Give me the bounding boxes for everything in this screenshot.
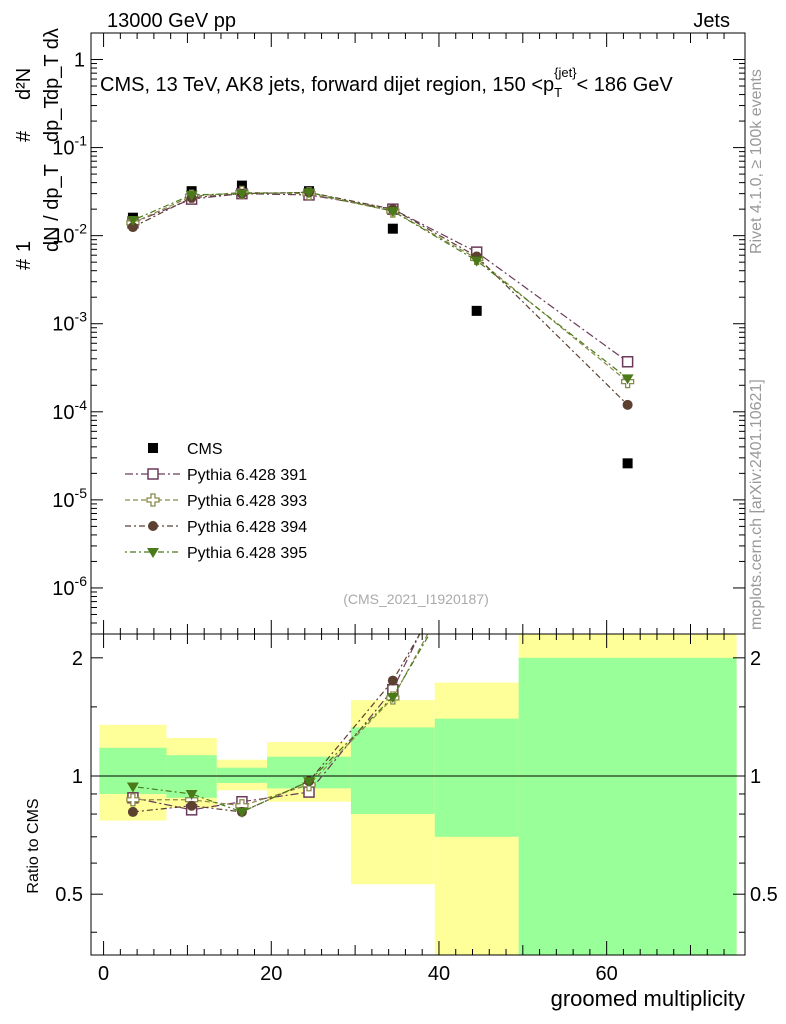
legend-entry: Pythia 6.428 391 bbox=[125, 467, 307, 484]
main-ytick-label: 10-5 bbox=[52, 485, 87, 512]
xlabel: groomed multiplicity bbox=[551, 986, 745, 1011]
ratio-band-green bbox=[350, 727, 435, 815]
main-series-line bbox=[132, 191, 628, 383]
main-point bbox=[127, 222, 138, 233]
main-ytick-label: 1 bbox=[74, 50, 85, 72]
header-left: 13000 GeV pp bbox=[107, 10, 236, 32]
ratio-series-layer bbox=[126, 634, 431, 818]
legend-marker bbox=[147, 468, 159, 480]
ratio-series-clipped bbox=[126, 634, 431, 818]
legend-marker bbox=[148, 521, 158, 531]
main-series-line bbox=[132, 193, 628, 363]
main-series-line bbox=[132, 191, 628, 379]
legend: CMS Pythia 6.428 391 Pythia 6.428 393 Pythi… bbox=[125, 441, 307, 562]
ylabel-frac-3-top: d²N bbox=[13, 68, 35, 100]
main-point bbox=[185, 190, 198, 201]
main-series-layer bbox=[126, 180, 635, 469]
ratio-point bbox=[126, 793, 140, 807]
ylabel-frac-2-top: # bbox=[13, 130, 35, 142]
ratio-ytick-label-right: 2 bbox=[750, 648, 761, 670]
main-point bbox=[622, 458, 633, 469]
ratio-point bbox=[386, 692, 399, 703]
ratio-ytick-label-right: 0.5 bbox=[750, 884, 778, 906]
ratio-point bbox=[127, 806, 138, 817]
header-right: Jets bbox=[693, 10, 730, 32]
plot-title-sup: {jet} bbox=[554, 65, 577, 80]
plot-title-main: CMS, 13 TeV, AK8 jets, forward dijet reg… bbox=[100, 74, 554, 96]
ratio-ytick-label: 1 bbox=[72, 766, 83, 788]
ratio-point bbox=[185, 789, 198, 800]
ylabel-frac-2-bottom: dp_T bbox=[41, 96, 63, 142]
ratio-band-green bbox=[434, 718, 519, 837]
main-point bbox=[235, 189, 248, 200]
main-point bbox=[621, 356, 634, 368]
legend-label: CMS bbox=[187, 441, 223, 458]
main-ylabel: # 1 dN / dp_T # dp_T d²N dp_T dλ bbox=[13, 28, 63, 270]
ylabel-frac-3-bottom: dp_T dλ bbox=[41, 28, 63, 100]
xtick-label: 40 bbox=[428, 963, 450, 985]
legend-marker bbox=[146, 493, 160, 507]
main-ytick-label: 10-2 bbox=[52, 221, 87, 248]
ratio-series-3 bbox=[126, 634, 431, 818]
legend-marker bbox=[148, 443, 158, 453]
ratio-ytick-label: 2 bbox=[72, 648, 83, 670]
ratio-point bbox=[235, 807, 248, 818]
legend-label: Pythia 6.428 394 bbox=[187, 519, 307, 536]
ratio-ytick-label-right: 1 bbox=[750, 766, 761, 788]
ratio-point bbox=[126, 782, 139, 793]
main-point bbox=[386, 207, 399, 218]
mcplots-label: mcplots.cern.ch [arXiv:2401.10621] bbox=[748, 379, 765, 630]
ratio-point bbox=[186, 800, 197, 811]
main-point bbox=[236, 180, 247, 191]
legend-label: Pythia 6.428 393 bbox=[187, 493, 307, 510]
xtick-label: 60 bbox=[596, 963, 618, 985]
legend-entry: Pythia 6.428 395 bbox=[125, 545, 307, 562]
main-point bbox=[622, 399, 633, 410]
ratio-point bbox=[387, 675, 398, 686]
main-series-3 bbox=[127, 187, 633, 410]
ratio-ytick-label: 0.5 bbox=[55, 884, 83, 906]
ylabel-den-1: dN / dp_T bbox=[41, 164, 63, 252]
ylabel-numerator: # bbox=[13, 258, 35, 270]
plot-title: CMS, 13 TeV, AK8 jets, forward dijet reg… bbox=[100, 65, 673, 100]
ratio-point bbox=[303, 777, 315, 788]
main-point bbox=[621, 374, 634, 385]
xtick-label: 20 bbox=[260, 963, 282, 985]
main-ytick-label: 10-1 bbox=[52, 133, 87, 160]
ratio-uncertainty-bands bbox=[91, 634, 745, 955]
xtick-label: 0 bbox=[98, 963, 109, 985]
plot-title-sub: T bbox=[554, 85, 562, 100]
main-ytick-label: 10-6 bbox=[52, 573, 87, 600]
main-series-2 bbox=[126, 185, 635, 389]
legend-entry: CMS bbox=[148, 441, 223, 458]
main-series-line bbox=[132, 191, 629, 406]
rivet-label: Rivet 4.1.0, ≥ 100k events bbox=[748, 69, 765, 254]
main-series-4 bbox=[126, 188, 634, 385]
legend-entry: Pythia 6.428 393 bbox=[125, 493, 307, 510]
legend-entry: Pythia 6.428 394 bbox=[125, 519, 307, 536]
ylabel-fraction-1: 1 bbox=[13, 241, 35, 252]
main-point bbox=[470, 256, 483, 267]
legend-marker bbox=[147, 548, 159, 558]
main-point bbox=[471, 305, 482, 316]
ratio-band-green bbox=[518, 657, 737, 955]
analysis-tag: (CMS_2021_I1920187) bbox=[343, 591, 489, 607]
main-series-1 bbox=[127, 187, 634, 368]
main-ytick-label: 10-4 bbox=[52, 397, 87, 424]
main-point bbox=[387, 223, 398, 234]
main-frame bbox=[90, 32, 746, 635]
main-point bbox=[126, 216, 139, 227]
ratio-band-green bbox=[216, 767, 268, 783]
axes-layer: 10-6 10-5 10-4 10-3 10-2 10-1 1 0 20 40 60 0.5 0.5 1 1… bbox=[52, 32, 778, 985]
ratio-frame bbox=[90, 633, 746, 956]
legend-label: Pythia 6.428 391 bbox=[187, 467, 307, 484]
plot-title-tail: < 186 GeV bbox=[577, 74, 674, 96]
main-ytick-label: 10-3 bbox=[52, 309, 87, 336]
main-point bbox=[303, 188, 315, 199]
ratio-ylabel: Ratio to CMS bbox=[25, 798, 42, 893]
legend-label: Pythia 6.428 395 bbox=[187, 545, 307, 562]
